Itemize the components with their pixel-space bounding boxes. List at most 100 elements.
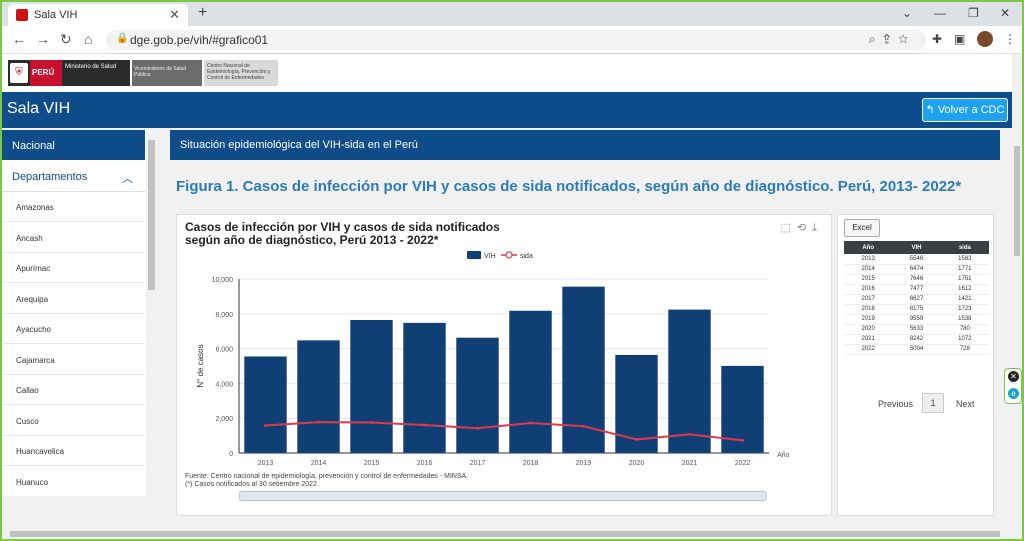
bar-vih-2016 xyxy=(403,322,446,453)
table-row: 2017 6627 1421 xyxy=(844,294,989,305)
table-row: 2014 6474 1771 xyxy=(844,264,989,275)
sidebar-scrollbar[interactable] xyxy=(146,130,157,496)
coat-of-arms-icon: ⛨ xyxy=(10,63,28,83)
table-cell: 2019 xyxy=(844,314,893,325)
column-header[interactable]: Año xyxy=(844,241,893,254)
close-widget-icon[interactable]: ✕ xyxy=(1008,371,1019,382)
table-cell: 2017 xyxy=(844,294,893,305)
zoom-reset-icon[interactable]: ⟲ xyxy=(796,222,813,234)
x-tick-label: 2020 xyxy=(629,460,645,467)
page-1-button[interactable]: 1 xyxy=(922,393,944,413)
point-sida-2020 xyxy=(635,437,638,441)
table-cell: 5546 xyxy=(892,254,941,265)
sidebar-item-huanuco[interactable]: Huanuco xyxy=(2,467,145,496)
table-cell: 8242 xyxy=(892,334,941,345)
sidebar-item-ayacucho[interactable]: Ayacucho xyxy=(2,314,145,344)
datazoom-slider[interactable] xyxy=(239,491,767,501)
volver-cdc-button[interactable]: ↰ Volver a CDC xyxy=(922,98,1008,122)
previous-button[interactable]: Previous xyxy=(878,399,914,409)
browser-tab[interactable]: Sala VIH ✕ xyxy=(8,4,188,26)
bar-vih-2018 xyxy=(509,310,552,453)
page-scroll-thumb[interactable] xyxy=(1014,146,1020,256)
table-cell: 2016 xyxy=(844,284,893,295)
avatar[interactable] xyxy=(977,31,993,47)
x-tick-label: 2016 xyxy=(417,460,433,467)
horizontal-scroll-thumb[interactable] xyxy=(10,531,1000,537)
table-row: 2020 5633 780 xyxy=(844,324,989,335)
url-tools: ⌕⇪☆ xyxy=(869,32,916,47)
sidebar-item-amazonas[interactable]: Amazonas xyxy=(2,192,145,222)
forward-icon[interactable]: → xyxy=(36,31,50,47)
x-tick-label: 2017 xyxy=(470,460,486,467)
source-line-2: (*) Casos notificados al 30 setiembre 20… xyxy=(185,481,317,488)
next-button[interactable]: Next xyxy=(956,399,975,409)
sidebar-item-cajamarca[interactable]: Cajamarca xyxy=(2,345,145,375)
sidebar-item-nacional[interactable]: Nacional xyxy=(2,130,145,160)
download-icon[interactable]: ⤓ xyxy=(812,222,823,234)
tab-close-icon[interactable]: ✕ xyxy=(169,7,180,22)
sidebar: Nacional Departamentos ︿ Amazonas Ancash A… xyxy=(2,130,157,496)
bookmark-star-icon[interactable]: ☆ xyxy=(898,32,916,46)
sidebar-item-apurmac[interactable]: Apurímac xyxy=(2,253,145,283)
table-cell: 1421 xyxy=(940,294,989,305)
chevron-down-icon[interactable]: ⌄ xyxy=(902,6,913,20)
table-card: Excel Año VIH sida 2013 5546 1583 2014 6474 177… xyxy=(837,214,994,516)
sidebar-item-callao[interactable]: Callao xyxy=(2,375,145,405)
sidebar-item-huancavelica[interactable]: Huancavelica xyxy=(2,436,145,466)
sidebar-item-arequipa[interactable]: Arequipa xyxy=(2,284,145,314)
x-tick-label: 2015 xyxy=(364,460,380,467)
zoom-area-icon[interactable]: ⬚ xyxy=(780,222,797,234)
y-axis-label: N° de casos xyxy=(196,344,205,387)
page-banner: Sala VIH ↰ Volver a CDC xyxy=(2,92,1012,128)
extensions-icon[interactable]: ✚ xyxy=(932,32,943,46)
legend-sida-marker xyxy=(505,251,513,259)
home-icon[interactable]: ⌂ xyxy=(84,31,93,47)
share-icon[interactable]: ⇪ xyxy=(883,32,899,46)
reload-icon[interactable]: ↻ xyxy=(60,31,72,47)
horizontal-scrollbar[interactable] xyxy=(2,529,1012,539)
line-sida xyxy=(265,421,743,442)
point-sida-2016 xyxy=(423,423,426,427)
point-sida-2013 xyxy=(264,423,267,427)
x-tick-label: 2019 xyxy=(576,460,592,467)
close-window-icon[interactable]: ✕ xyxy=(1000,6,1011,20)
table-cell: 1538 xyxy=(940,314,989,325)
column-header[interactable]: sida xyxy=(940,241,989,254)
lock-icon[interactable]: 🔒 xyxy=(116,33,129,44)
menu-dots-icon[interactable]: ⋮ xyxy=(1004,32,1016,46)
table-cell: 5633 xyxy=(892,324,941,335)
table-cell: 1583 xyxy=(940,254,989,265)
y-tick-label: 4,000 xyxy=(215,381,233,388)
peru-label: PERÚ xyxy=(30,60,62,86)
table-cell: 7646 xyxy=(892,274,941,285)
chart-svg: 0 2,000 4,000 6,000 8,000 10,000 N° de casos Añ… xyxy=(196,251,790,467)
table-cell: 1771 xyxy=(940,264,989,275)
back-icon[interactable]: ← xyxy=(12,31,26,47)
sidepanel-icon[interactable]: ▣ xyxy=(954,32,966,46)
page-scrollbar[interactable] xyxy=(1012,56,1022,532)
excel-button[interactable]: Excel xyxy=(844,219,880,237)
new-tab-button[interactable]: + xyxy=(198,4,208,21)
url-input[interactable]: 🔒 dge.gob.pe/vih/#grafico01 ⌕⇪☆ xyxy=(106,30,926,50)
chart-title: Casos de infección por VIH y casos de si… xyxy=(185,220,500,247)
accessibility-icon[interactable]: e xyxy=(1008,388,1019,399)
sidebar-item-cusco[interactable]: Cusco xyxy=(2,406,145,436)
table-cell: 7477 xyxy=(892,284,941,295)
ministerio-logo[interactable]: ⛨ PERÚ Ministerio de Salud xyxy=(8,60,130,86)
bar-vih-2014 xyxy=(297,340,340,453)
cdc-logo[interactable]: Centro Nacional de Epidemiología, Preven… xyxy=(204,60,278,86)
minimize-icon[interactable]: — xyxy=(934,6,946,20)
viceministerio-logo[interactable]: Viceministerio de Salud Pública xyxy=(132,60,202,86)
address-bar: ← → ↻ ⌂ 🔒 dge.gob.pe/vih/#grafico01 ⌕⇪☆ … xyxy=(2,26,1022,54)
bar-vih-2013 xyxy=(244,356,287,453)
table-row: 2013 5546 1583 xyxy=(844,254,989,265)
zoom-icon[interactable]: ⌕ xyxy=(868,32,884,46)
column-header[interactable]: VIH xyxy=(892,241,941,254)
sidebar-item-ancash[interactable]: Ancash xyxy=(2,223,145,253)
table-cell: 2014 xyxy=(844,264,893,275)
sidebar-departamentos-toggle[interactable]: Departamentos ︿ xyxy=(2,162,145,192)
point-sida-2021 xyxy=(688,432,691,436)
restore-icon[interactable]: ❐ xyxy=(968,6,979,20)
url-text: dge.gob.pe/vih/#grafico01 xyxy=(130,33,269,47)
sidebar-scroll-thumb[interactable] xyxy=(148,140,155,290)
